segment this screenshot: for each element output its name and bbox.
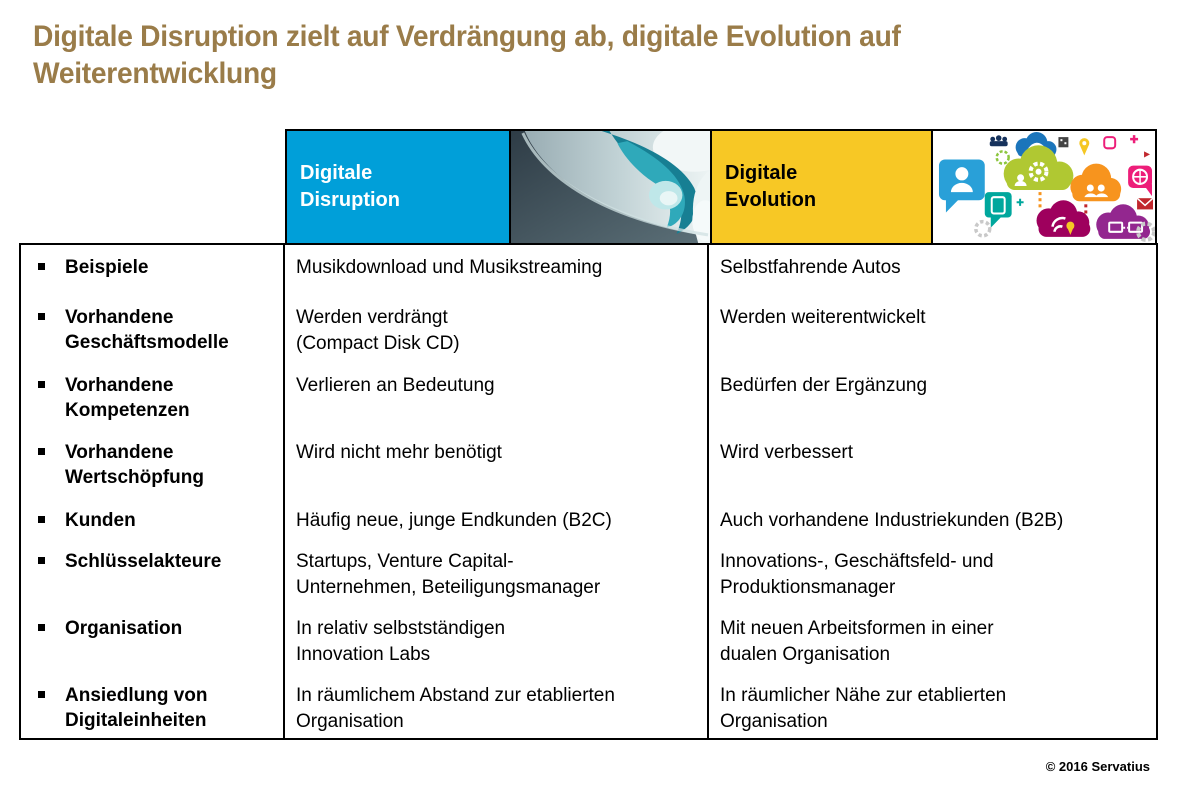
- disruption-cell: In räumlichem Abstand zur etablierten Or…: [285, 673, 709, 740]
- gear-icon: [1136, 221, 1155, 242]
- row-label-cell: Vorhandene Geschäftsmodelle: [21, 295, 285, 363]
- disruption-cell: Musikdownload und Musikstreaming: [285, 245, 709, 295]
- header-cell-icons-image: [931, 131, 1155, 243]
- row-label-cell: Schlüsselakteure: [21, 539, 285, 606]
- table-row: Vorhandene Kompetenzen Verlieren an Bede…: [21, 363, 1156, 430]
- row-label-cell: Kunden: [21, 498, 285, 539]
- disruption-cell: Werden verdrängt (Compact Disk CD): [285, 295, 709, 363]
- disruption-cell: Häufig neue, junge Endkunden (B2C): [285, 498, 709, 539]
- evolution-cell: Mit neuen Arbeitsformen in einer dualen …: [720, 618, 994, 665]
- header-disruption-label: Digitale Disruption: [300, 162, 400, 211]
- header-evolution-label: Digitale Evolution: [725, 162, 817, 211]
- row-label: Beispiele: [65, 257, 149, 278]
- row-label-cell: Ansiedlung von Digitaleinheiten: [21, 673, 285, 740]
- header-cell-wave-image: [509, 131, 710, 243]
- row-label: Organisation: [65, 618, 183, 639]
- tablet-bubble-icon: [984, 192, 1012, 228]
- square-bullet-icon: [38, 313, 45, 320]
- table-row: Organisation In relativ selbstständigen …: [21, 606, 1156, 673]
- table-row: Beispiele Musikdownload und Musikstreami…: [21, 245, 1156, 295]
- evolution-cell: Wird verbessert: [720, 442, 854, 463]
- evolution-cell: In räumlicher Nähe zur etablierten Organ…: [720, 685, 1007, 732]
- people-cloud-icon: [1070, 163, 1122, 202]
- globe-bubble-icon: [1128, 165, 1153, 197]
- row-label: Vorhandene Wertschöpfung: [65, 442, 204, 488]
- evolution-cell: Innovations-, Geschäftsfeld- und Produkt…: [720, 551, 994, 598]
- people-group-icon: [989, 135, 1008, 147]
- comparison-table: Beispiele Musikdownload und Musikstreami…: [19, 243, 1158, 740]
- evolution-cell: Auch vorhandene Industriekunden (B2B): [720, 510, 1064, 531]
- row-label-cell: Organisation: [21, 606, 285, 673]
- location-pin-icon: [1079, 138, 1090, 156]
- square-bullet-icon: [38, 557, 45, 564]
- qr-code-icon: [1058, 137, 1069, 148]
- disruption-cell: Startups, Venture Capital- Unternehmen, …: [285, 539, 709, 606]
- app-frame-icon: [1103, 136, 1117, 150]
- row-label: Vorhandene Geschäftsmodelle: [65, 307, 229, 353]
- square-bullet-icon: [38, 448, 45, 455]
- ocean-wave-image: [511, 131, 710, 243]
- square-bullet-icon: [38, 263, 45, 270]
- gear-icon: [974, 219, 992, 238]
- plus-icon: [1016, 198, 1024, 206]
- disruption-cell: Wird nicht mehr benötigt: [285, 430, 709, 498]
- square-bullet-icon: [38, 516, 45, 523]
- disruption-cell: In relativ selbstständigen Innovation La…: [285, 606, 709, 673]
- wifi-cloud-icon: [1036, 200, 1091, 237]
- arrow-icon: [1144, 151, 1151, 158]
- row-label-cell: Beispiele: [21, 245, 285, 295]
- table-row: Vorhandene Wertschöpfung Wird nicht mehr…: [21, 430, 1156, 498]
- disruption-cell: Verlieren an Bedeutung: [285, 363, 709, 430]
- square-bullet-icon: [38, 381, 45, 388]
- table-row: Ansiedlung von Digitaleinheiten In räuml…: [21, 673, 1156, 740]
- evolution-cell: Werden weiterentwickelt: [720, 307, 926, 328]
- square-bullet-icon: [38, 691, 45, 698]
- row-label-cell: Vorhandene Wertschöpfung: [21, 430, 285, 498]
- digital-icons-collage-image: [933, 131, 1155, 243]
- page-title: Digitale Disruption zielt auf Verdrängun…: [33, 20, 901, 90]
- table-row: Vorhandene Geschäftsmodelle Werden verdr…: [21, 295, 1156, 363]
- small-gear-icon: [995, 150, 1010, 165]
- copyright-notice: © 2016 Servatius: [1045, 759, 1150, 774]
- row-label-cell: Vorhandene Kompetenzen: [21, 363, 285, 430]
- row-label: Vorhandene Kompetenzen: [65, 375, 190, 421]
- table-header: Digitale Disruption: [285, 129, 1157, 243]
- table-row: Kunden Häufig neue, junge Endkunden (B2C…: [21, 498, 1156, 539]
- evolution-cell: Selbstfahrende Autos: [720, 257, 901, 278]
- row-label: Ansiedlung von Digitaleinheiten: [65, 685, 208, 731]
- evolution-cell: Bedürfen der Ergänzung: [720, 375, 928, 396]
- header-cell-evolution: Digitale Evolution: [710, 131, 931, 243]
- row-label: Schlüsselakteure: [65, 551, 222, 572]
- square-bullet-icon: [38, 624, 45, 631]
- header-cell-disruption: Digitale Disruption: [287, 131, 509, 243]
- plus-icon: [1130, 135, 1139, 144]
- envelope-icon: [1136, 197, 1154, 210]
- gear-cloud-icon: [1003, 145, 1074, 191]
- row-label: Kunden: [65, 510, 136, 531]
- table-row: Schlüsselakteure Startups, Venture Capit…: [21, 539, 1156, 606]
- person-bubble-icon: [938, 159, 985, 213]
